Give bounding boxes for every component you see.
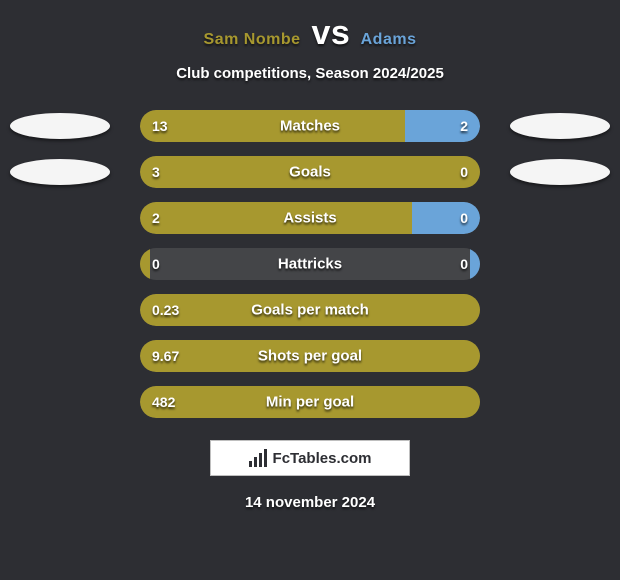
value-right: 0	[460, 256, 468, 272]
bar-right	[412, 202, 480, 234]
stat-label: Matches	[280, 118, 340, 135]
stat-label: Goals	[289, 164, 331, 181]
bar-left	[140, 110, 405, 142]
bar-icon	[249, 449, 267, 467]
bar-right	[405, 110, 480, 142]
value-left: 9.67	[152, 348, 179, 364]
value-left: 13	[152, 118, 168, 134]
stat-label: Min per goal	[266, 394, 354, 411]
player2-badge	[510, 113, 610, 139]
player1-name: Sam Nombe	[204, 31, 301, 48]
stat-row: 9.67 Shots per goal	[0, 340, 620, 372]
bar-left	[140, 202, 412, 234]
stat-row: 0.23 Goals per match	[0, 294, 620, 326]
value-right: 0	[460, 164, 468, 180]
player2-badge	[510, 159, 610, 185]
stat-rows: 13 2 Matches 3 0 Goals 2 0 Assists 0 0 Hattricks 0.2…	[0, 110, 620, 418]
stat-label: Shots per goal	[258, 348, 362, 365]
value-left: 3	[152, 164, 160, 180]
value-left: 0.23	[152, 302, 179, 318]
stat-label: Assists	[283, 210, 336, 227]
stat-row: 2 0 Assists	[0, 202, 620, 234]
logo-text: FcTables.com	[273, 450, 372, 467]
stat-row: 482 Min per goal	[0, 386, 620, 418]
date: 14 november 2024	[0, 494, 620, 511]
value-right: 0	[460, 210, 468, 226]
value-left: 0	[152, 256, 160, 272]
player1-badge	[10, 159, 110, 185]
value-left: 482	[152, 394, 175, 410]
vs-text: vs	[311, 14, 350, 52]
value-right: 2	[460, 118, 468, 134]
player2-name: Adams	[361, 31, 417, 48]
fctables-logo: FcTables.com	[210, 440, 410, 476]
stat-row: 3 0 Goals	[0, 156, 620, 188]
comparison-title: Sam Nombe vs Adams	[0, 14, 620, 53]
stat-row: 0 0 Hattricks	[0, 248, 620, 280]
player1-badge	[10, 113, 110, 139]
subtitle: Club competitions, Season 2024/2025	[0, 65, 620, 82]
value-left: 2	[152, 210, 160, 226]
stat-label: Hattricks	[278, 256, 342, 273]
bar-right	[470, 248, 480, 280]
stat-row: 13 2 Matches	[0, 110, 620, 142]
bar-left	[140, 248, 150, 280]
stat-label: Goals per match	[251, 302, 369, 319]
